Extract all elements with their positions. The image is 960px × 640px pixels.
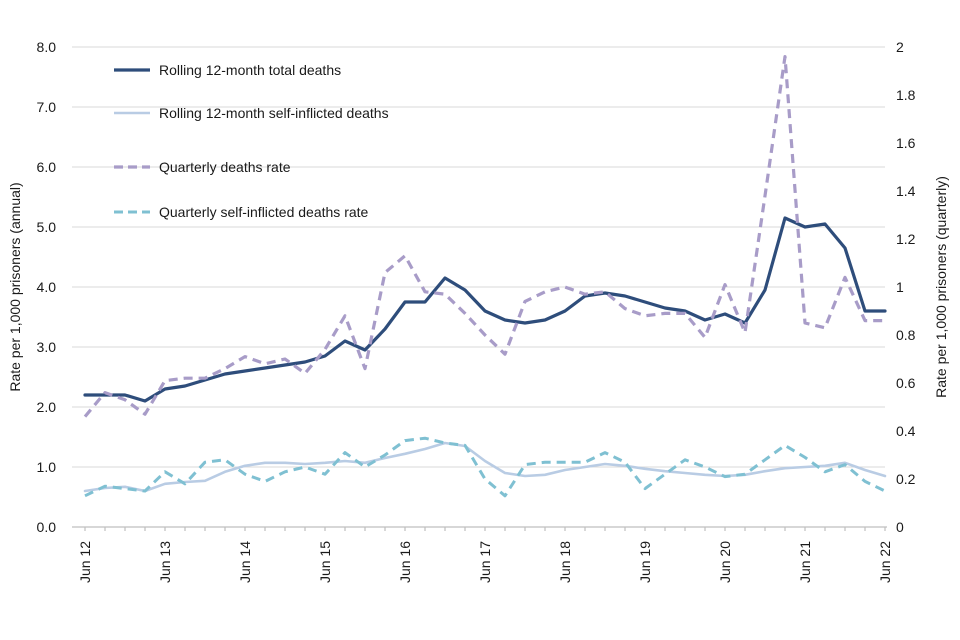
right-axis-title: Rate per 1,000 prisoners (quarterly): [933, 176, 949, 398]
x-axis-tick-label: Jun 14: [237, 541, 253, 583]
legend-line-sample: [114, 68, 150, 72]
left-axis-tick-label: 1.0: [37, 459, 57, 475]
series-line-2: [83, 441, 887, 493]
x-axis-tick-label: Jun 18: [557, 541, 573, 583]
right-axis-tick-label: 1.4: [896, 183, 916, 199]
left-axis-tick-label: 4.0: [37, 279, 57, 295]
legend-label: Rolling 12-month self-inflicted deaths: [159, 105, 389, 121]
left-axis-tick-label: 0.0: [37, 519, 57, 535]
legend-label: Rolling 12-month total deaths: [159, 62, 342, 78]
x-axis-tick-label: Jun 19: [637, 541, 653, 583]
right-axis-tick-label: 0.8: [896, 327, 916, 343]
x-axis-tick-label: Jun 22: [877, 541, 893, 583]
right-axis-tick-label: 1.2: [896, 231, 916, 247]
right-axis-tick-label: 1.8: [896, 87, 916, 103]
left-axis-tick-label: 6.0: [37, 159, 57, 175]
series-line-1: [83, 216, 887, 403]
x-axis-tick-label: Jun 13: [157, 541, 173, 583]
x-axis-tick-label: Jun 12: [77, 541, 93, 583]
right-axis-tick-label: 1.6: [896, 135, 916, 151]
right-axis-tick-label: 0.2: [896, 471, 916, 487]
x-axis-tick-label: Jun 21: [797, 541, 813, 583]
left-axis-tick-label: 7.0: [37, 99, 57, 115]
x-axis-tick-label: Jun 16: [397, 541, 413, 583]
series-line-3: [83, 54, 885, 418]
right-axis-tick-label: 0: [896, 519, 904, 535]
right-axis-tick-label: 2: [896, 39, 904, 55]
left-axis-tick-label: 8.0: [37, 39, 57, 55]
left-axis-tick-label: 3.0: [37, 339, 57, 355]
right-axis-tick-label: 0.4: [896, 423, 916, 439]
left-axis-tick-label: 5.0: [37, 219, 57, 235]
x-axis-tick-label: Jun 15: [317, 541, 333, 583]
left-axis-tick-label: 2.0: [37, 399, 57, 415]
legend-line-sample: [114, 165, 150, 169]
right-axis-tick-label: 0.6: [896, 375, 916, 391]
right-axis-tick-label: 1: [896, 279, 904, 295]
x-axis-tick-label: Jun 20: [717, 541, 733, 583]
legend-item: Quarterly deaths rate: [113, 159, 291, 175]
legend-line-sample: [114, 210, 150, 214]
legend-item: Quarterly self-inflicted deaths rate: [113, 204, 368, 220]
left-axis-title: Rate per 1,000 prisoners (annual): [7, 182, 23, 392]
x-axis-tick-label: Jun 17: [477, 541, 493, 583]
legend-item: Rolling 12-month self-inflicted deaths: [113, 105, 389, 121]
legend-item: Rolling 12-month total deaths: [113, 62, 341, 78]
legend-label: Quarterly self-inflicted deaths rate: [159, 204, 369, 220]
legend-line-sample: [114, 111, 150, 115]
series-line-4: [84, 436, 886, 498]
legend-label: Quarterly deaths rate: [159, 159, 291, 175]
